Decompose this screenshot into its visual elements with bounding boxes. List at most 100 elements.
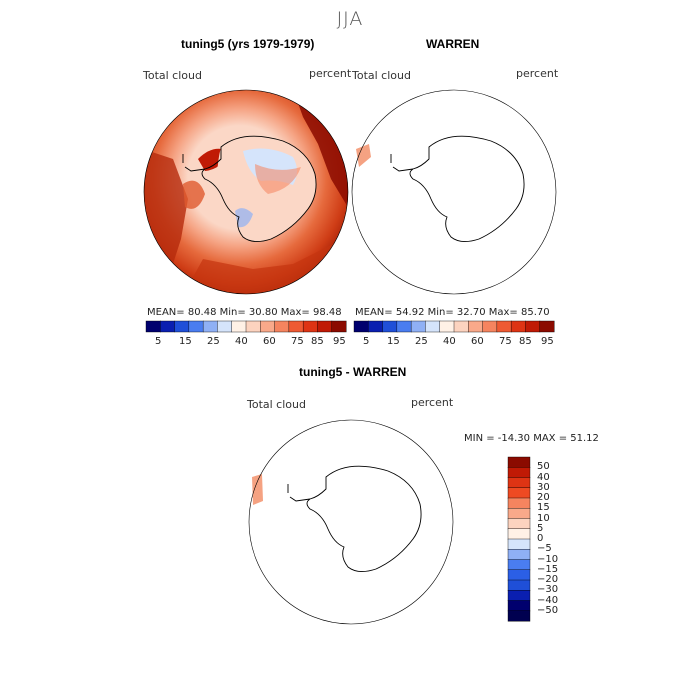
abs-tick-95: 95	[333, 336, 346, 347]
diff-colorbar-swatch	[507, 487, 531, 499]
colorbar-swatch	[368, 320, 384, 333]
colorbar-swatch	[525, 320, 541, 333]
model-colorbar-ticks: 5 15 25 40 60 75 85 95	[146, 336, 346, 348]
diff-colorbar-swatch	[507, 569, 531, 581]
diff-colorbar-tick-label: −40	[537, 594, 559, 606]
diff-colorbar-tick-label: 5	[537, 522, 544, 534]
abs-tick-75: 75	[499, 336, 512, 347]
obs-small-patch	[356, 144, 371, 167]
abs-tick-95: 95	[541, 336, 554, 347]
colorbar-swatch	[245, 320, 261, 333]
diff-colorbar-tick-label: 15	[537, 502, 550, 514]
abs-tick-5: 5	[363, 336, 370, 347]
colorbar-swatch	[160, 320, 176, 333]
model-stats: MEAN= 80.48 Min= 30.80 Max= 98.48	[147, 307, 342, 318]
diff-colorbar-swatch	[507, 600, 531, 612]
colorbar-swatch	[510, 320, 526, 333]
colorbar-swatch	[439, 320, 455, 333]
diff-colorbar-tick-label: 10	[537, 512, 550, 524]
colorbar-swatch	[482, 320, 498, 333]
obs-colorbar	[353, 320, 555, 333]
model-panel-title: tuning5 (yrs 1979-1979)	[181, 37, 315, 51]
abs-tick-60: 60	[263, 336, 276, 347]
colorbar-swatch	[410, 320, 426, 333]
obs-map	[351, 89, 557, 295]
diff-colorbar-swatch	[507, 549, 531, 561]
diff-stats: MIN = -14.30 MAX = 51.12	[464, 433, 599, 444]
colorbar-swatch	[468, 320, 484, 333]
diff-colorbar-tick-label: 50	[537, 461, 550, 473]
model-red-blob-2	[183, 180, 205, 209]
abs-tick-15: 15	[387, 336, 400, 347]
colorbar-swatch	[260, 320, 276, 333]
diff-colorbar-swatch	[507, 467, 531, 479]
diff-colorbar-tick-label: −5	[537, 543, 552, 555]
diff-colorbar-tick-label: −10	[537, 553, 559, 565]
colorbar-swatch	[396, 320, 412, 333]
colorbar-swatch	[425, 320, 441, 333]
model-variable-label: Total cloud	[143, 69, 202, 82]
model-map	[143, 89, 349, 295]
colorbar-swatch	[274, 320, 290, 333]
model-colorbar	[145, 320, 347, 333]
colorbar-swatch	[353, 320, 369, 333]
colorbar-swatch	[145, 320, 161, 333]
diff-colorbar-swatch	[507, 518, 531, 530]
model-units-label: percent	[309, 67, 352, 80]
abs-tick-85: 85	[311, 336, 324, 347]
diff-map	[248, 419, 454, 625]
diff-colorbar-swatch	[507, 610, 531, 622]
abs-tick-40: 40	[443, 336, 456, 347]
diff-colorbar-tick-label: 30	[537, 481, 550, 493]
diff-units-label: percent	[411, 396, 454, 409]
abs-tick-15: 15	[179, 336, 192, 347]
colorbar-swatch	[453, 320, 469, 333]
colorbar-swatch	[539, 320, 555, 333]
colorbar-swatch	[382, 320, 398, 333]
abs-tick-25: 25	[207, 336, 220, 347]
season-title: JJA	[336, 8, 364, 30]
diff-colorbar-tick-label: 0	[537, 533, 544, 544]
colorbar-swatch	[302, 320, 318, 333]
diff-colorbar-swatch	[507, 508, 531, 520]
diff-colorbar-swatch	[507, 590, 531, 602]
diff-colorbar-swatch	[507, 528, 531, 540]
obs-land-outline	[390, 135, 525, 242]
diff-colorbar-swatch	[507, 456, 531, 468]
colorbar-swatch	[317, 320, 333, 333]
model-red-streak	[255, 164, 301, 194]
model-land-outline	[182, 135, 317, 242]
colorbar-swatch	[202, 320, 218, 333]
abs-tick-60: 60	[471, 336, 484, 347]
diff-colorbar-swatch	[507, 497, 531, 509]
colorbar-swatch	[231, 320, 247, 333]
abs-tick-25: 25	[415, 336, 428, 347]
diff-variable-label: Total cloud	[247, 398, 306, 411]
abs-tick-40: 40	[235, 336, 248, 347]
diff-colorbar-tick-label: −30	[537, 584, 559, 596]
diff-colorbar-tick-label: −15	[537, 563, 559, 575]
diff-panel-title: tuning5 - WARREN	[299, 365, 407, 379]
diff-colorbar-tick-label: −50	[537, 604, 559, 616]
diff-colorbar-swatch	[507, 559, 531, 571]
colorbar-swatch	[288, 320, 304, 333]
colorbar-swatch	[217, 320, 233, 333]
diff-colorbar-tick-label: −20	[537, 574, 559, 585]
abs-tick-75: 75	[291, 336, 304, 347]
diff-colorbar-tick-label: 20	[537, 492, 550, 503]
abs-tick-5: 5	[155, 336, 162, 347]
model-blue-interior-2	[235, 208, 253, 228]
diff-land-outline	[287, 465, 422, 572]
colorbar-swatch	[188, 320, 204, 333]
diff-colorbar	[507, 456, 531, 622]
diff-colorbar-swatch	[507, 538, 531, 550]
diff-colorbar-ticks: 50 40 30 20 15 10 5 0 −5 −10 −15 −20 −30 −40 −50	[537, 457, 577, 621]
obs-panel-title: WARREN	[426, 37, 480, 51]
diff-colorbar-swatch	[507, 579, 531, 591]
diff-colorbar-swatch	[507, 477, 531, 489]
obs-stats: MEAN= 54.92 Min= 32.70 Max= 85.70	[355, 307, 550, 318]
obs-units-label: percent	[516, 67, 559, 80]
colorbar-swatch	[174, 320, 190, 333]
colorbar-swatch	[331, 320, 347, 333]
obs-colorbar-ticks: 5 15 25 40 60 75 85 95	[354, 336, 554, 348]
